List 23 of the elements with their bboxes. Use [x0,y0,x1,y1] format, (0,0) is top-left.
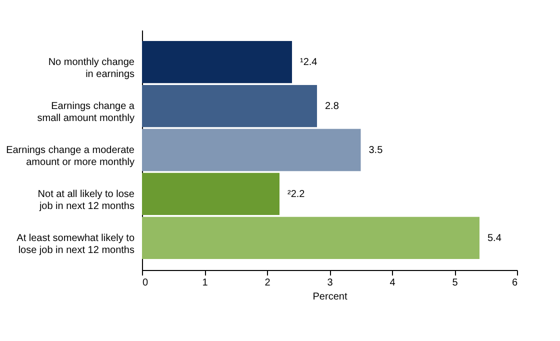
y-tick-label: Earnings change a small amount monthly [37,101,135,124]
bar [142,172,280,216]
y-tick-label: No monthly change in earnings [48,57,135,80]
data-label: 5.4 [488,232,502,244]
x-tick-label: 1 [202,278,208,288]
y-tick-label: Earnings change a moderate amount or more monthly [6,145,135,168]
data-label: 3.5 [368,145,384,156]
bar [142,128,361,172]
bar [142,84,317,128]
x-tick-label: 6 [512,278,518,288]
x-tick-label: 2 [264,278,271,288]
y-tick-label: Not at all likely to lose job in next 12 months [38,188,135,212]
x-axis-title: Percent [312,292,348,302]
bar [142,40,292,84]
data-label: 2.8 [325,101,340,112]
x-tick-label: 0 [142,278,148,288]
x-tick-label: 5 [452,278,458,288]
data-label: ²2.2 [288,188,306,200]
data-label: ¹2.4 [300,57,318,68]
x-tick-label: 4 [390,278,396,288]
x-tick-label: 3 [327,278,334,288]
bar [142,216,480,260]
y-tick-label: At least somewhat likely to lose job in next 12 months [16,232,135,256]
